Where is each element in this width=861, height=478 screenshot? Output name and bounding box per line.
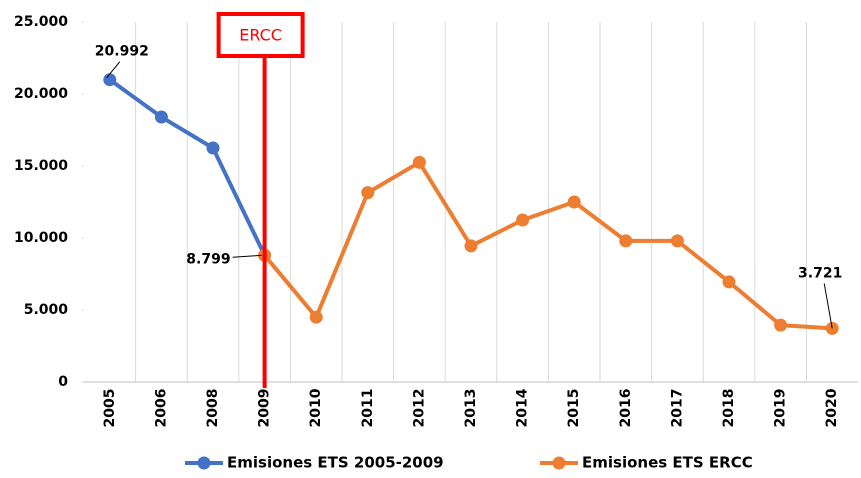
point — [722, 275, 736, 289]
x-tick-label: 2014 — [515, 388, 531, 427]
point — [516, 213, 530, 227]
point — [774, 318, 788, 332]
x-tick-label: 2005 — [102, 389, 118, 428]
point — [567, 195, 581, 209]
y-tick-label: 5.000 — [24, 302, 69, 318]
x-tick-label: 2013 — [463, 389, 479, 428]
point — [670, 234, 684, 248]
data-label: 3.721 — [798, 265, 842, 281]
data-label: 20.992 — [95, 44, 149, 60]
data-label: 8.799 — [186, 251, 230, 267]
point — [154, 110, 168, 124]
legend-label: Emisiones ETS ERCC — [582, 454, 753, 472]
x-tick-label: 2009 — [257, 389, 273, 428]
point — [361, 186, 375, 200]
label-leader — [232, 254, 262, 258]
legend-label: Emisiones ETS 2005-2009 — [227, 454, 444, 472]
legend-marker — [552, 456, 566, 470]
y-tick-label: 15.000 — [14, 158, 68, 174]
x-tick-label: 2019 — [773, 389, 789, 428]
x-tick-label: 2015 — [566, 389, 582, 428]
x-tick-label: 2012 — [411, 389, 427, 428]
point — [309, 310, 323, 324]
legend-marker — [197, 456, 211, 470]
x-tick-label: 2010 — [308, 388, 324, 427]
x-tick-label: 2017 — [669, 389, 685, 428]
ercc-box — [216, 12, 305, 58]
x-tick-label: 2011 — [360, 389, 376, 428]
point — [412, 155, 426, 169]
ercc-label: ERCC — [239, 26, 282, 45]
y-tick-label: 0 — [58, 374, 68, 390]
series-line — [108, 78, 267, 257]
x-tick-label: 2008 — [205, 389, 221, 428]
x-tick-label: 2020 — [824, 388, 840, 427]
y-tick-label: 25.000 — [14, 14, 68, 30]
point — [619, 234, 633, 248]
y-tick-label: 10.000 — [14, 230, 68, 246]
point — [103, 73, 117, 87]
point — [464, 239, 478, 253]
label-leader — [106, 61, 121, 79]
x-tick-label: 2016 — [618, 389, 634, 428]
point — [206, 141, 220, 155]
x-tick-label: 2006 — [153, 389, 169, 428]
x-tick-label: 2018 — [721, 389, 737, 428]
y-tick-label: 20.000 — [14, 86, 68, 102]
label-leader — [823, 283, 833, 329]
series-line — [263, 160, 833, 331]
